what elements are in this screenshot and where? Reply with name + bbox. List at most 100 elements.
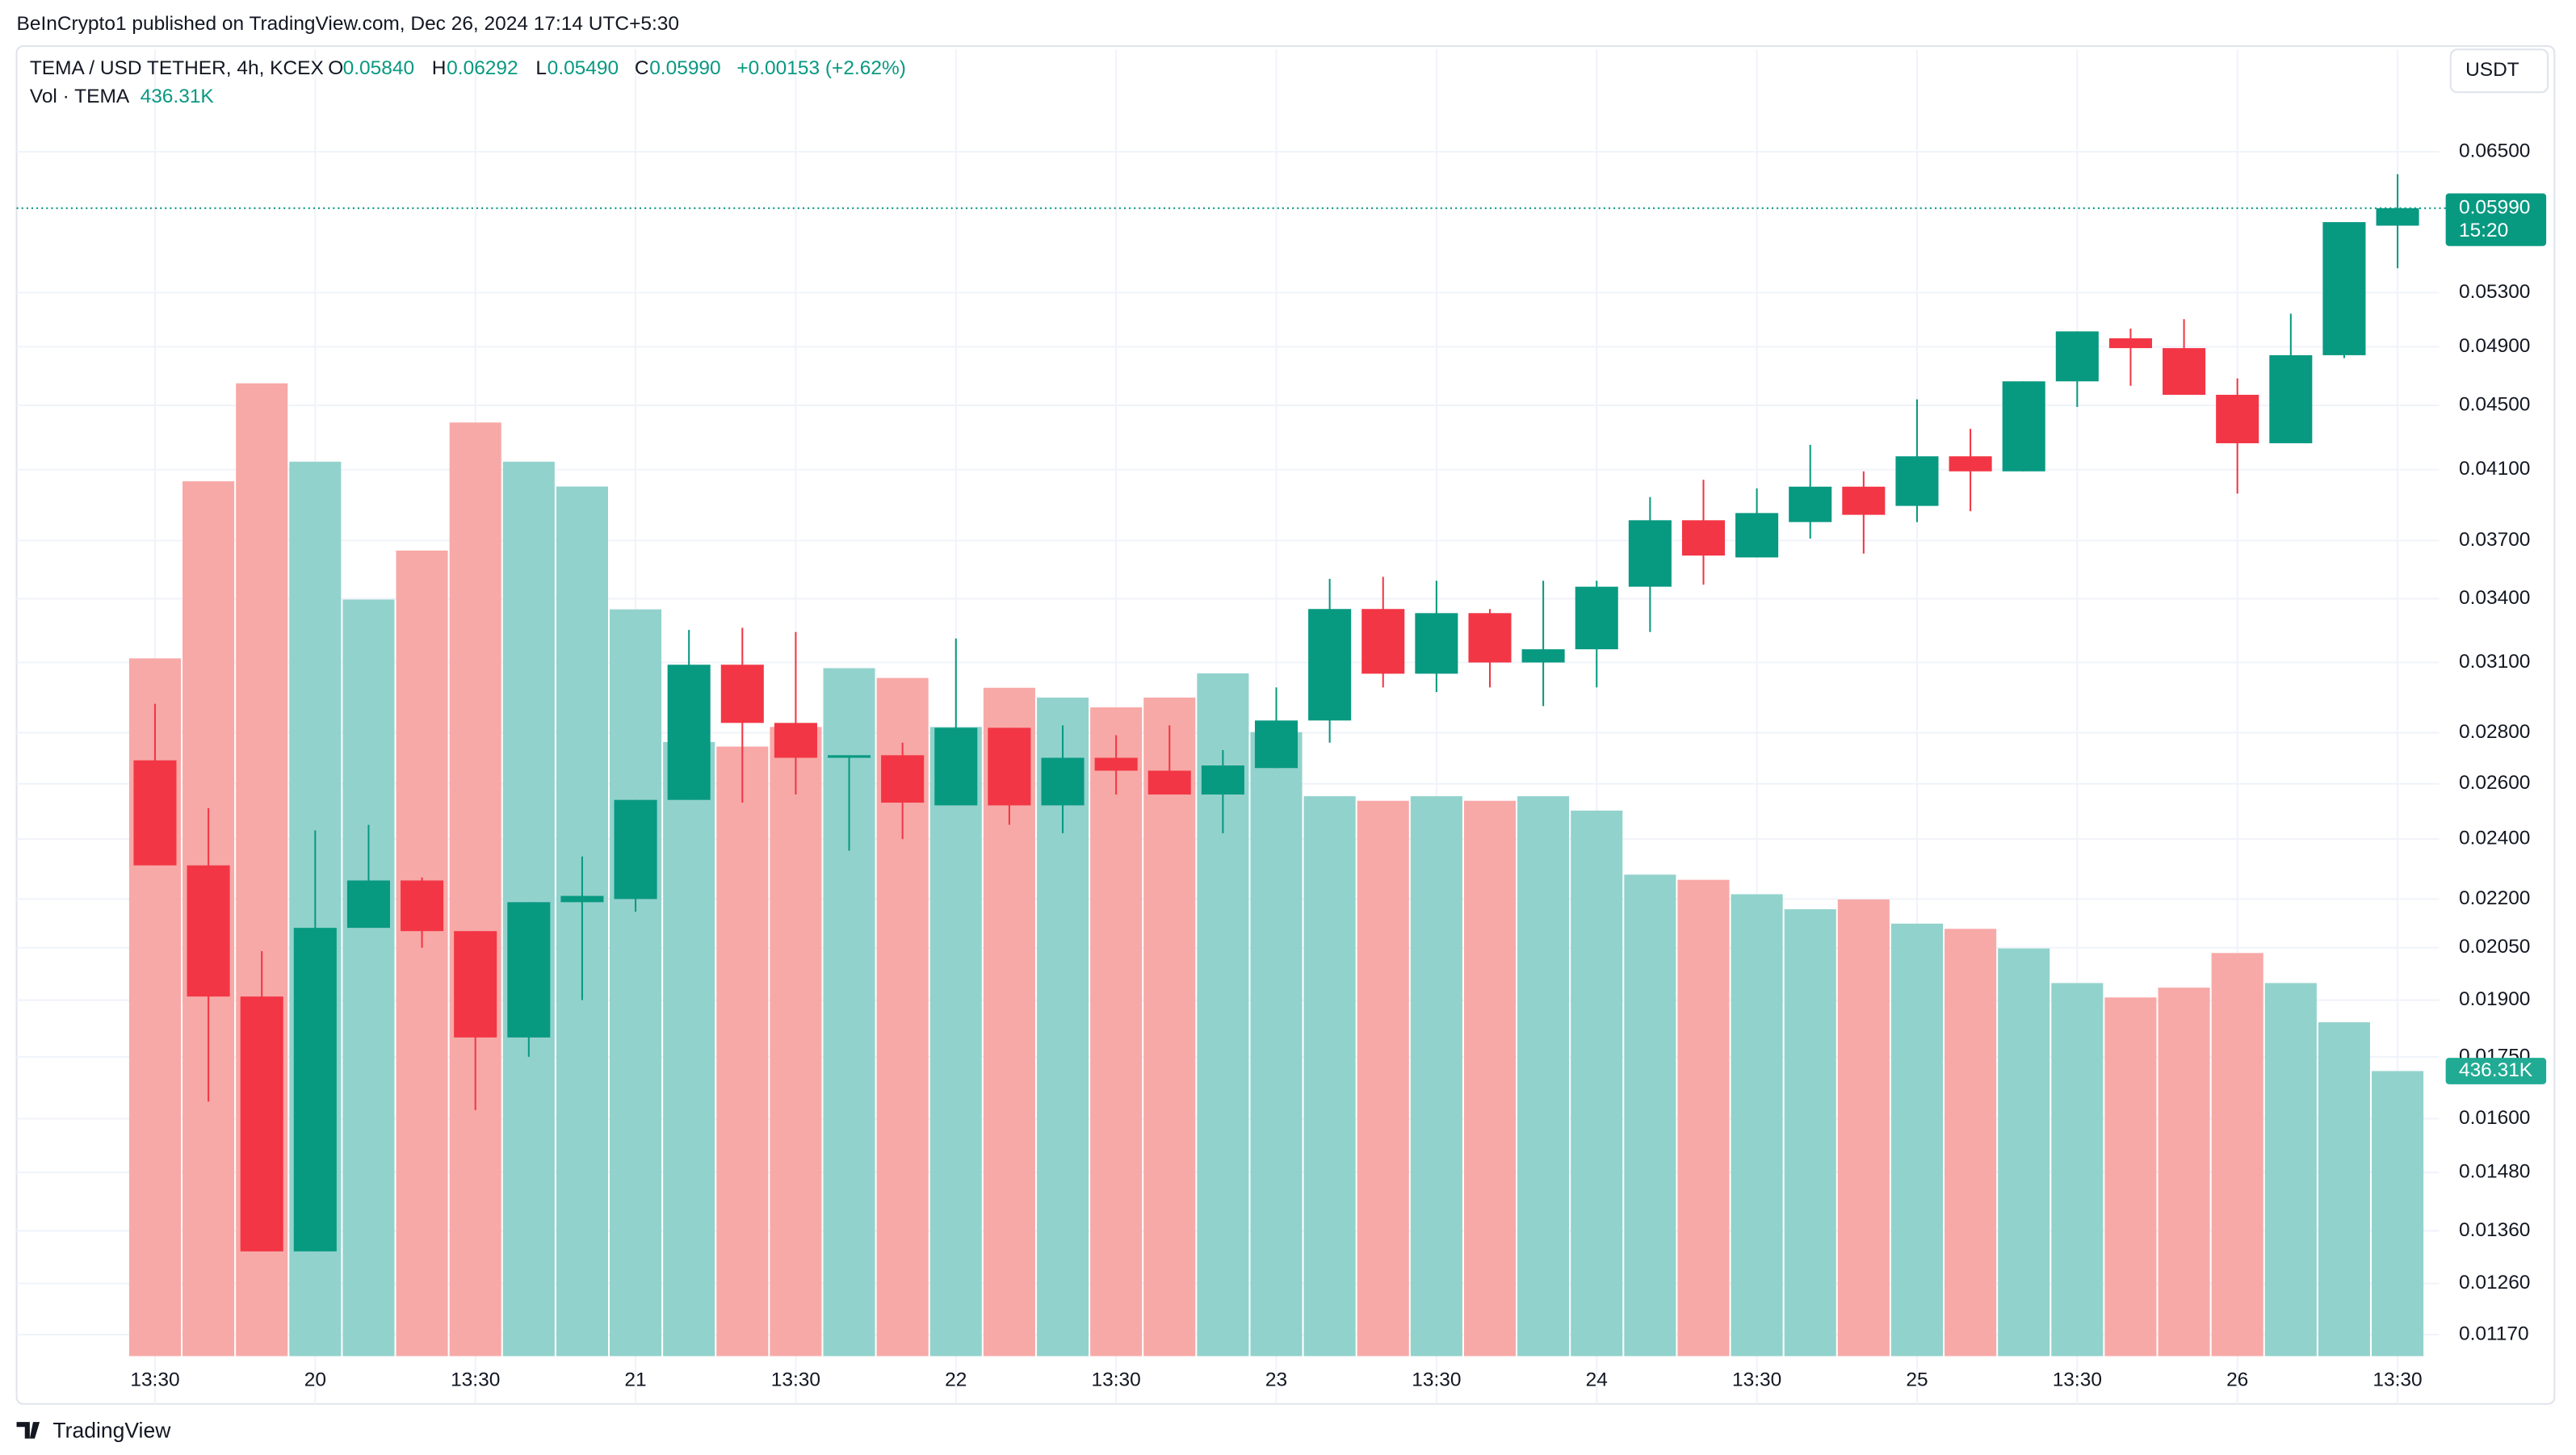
candle-body	[667, 665, 711, 800]
candle-body	[1681, 520, 1726, 556]
candle-body	[828, 755, 871, 758]
y-tick-label: 0.02800	[2459, 721, 2530, 743]
candle-body	[293, 928, 337, 1252]
volume-bar	[2051, 983, 2104, 1356]
candle-body	[1949, 456, 1992, 472]
candle-body	[2376, 208, 2419, 226]
candle-body	[1521, 649, 1565, 663]
last-price-label: 0.05990	[2459, 196, 2530, 218]
x-tick-label: 22	[945, 1369, 967, 1391]
volume-bar	[2211, 953, 2263, 1356]
x-tick-label: 13:30	[1412, 1369, 1461, 1391]
volume-bar	[716, 746, 769, 1356]
published-note: BeInCrypto1 published on TradingView.com…	[17, 13, 679, 35]
candle-body	[1628, 520, 1672, 587]
close-label: C	[635, 57, 649, 79]
candle-body	[507, 902, 551, 1038]
volume-bar	[1837, 899, 1890, 1356]
volume-bar	[1357, 800, 1409, 1356]
volume-bar	[1784, 909, 1836, 1356]
volume-value: 436.31K	[141, 86, 215, 107]
candle-body	[614, 799, 657, 899]
high-value: 0.06292	[447, 57, 518, 79]
x-tick-label: 13:30	[451, 1369, 500, 1391]
volume-bar	[396, 550, 448, 1356]
candle-body	[1201, 765, 1244, 795]
y-tick-label: 0.02400	[2459, 828, 2530, 849]
volume-bar	[1945, 929, 1997, 1356]
candle-body	[2163, 348, 2206, 395]
volume-bar	[1731, 894, 1783, 1356]
candle-body	[2216, 394, 2259, 443]
volume-bar	[1143, 697, 1196, 1356]
symbol: TEMA / USD TETHER, 4h, KCEX	[30, 57, 324, 79]
low-label: L	[535, 57, 547, 79]
candle-body	[2269, 354, 2313, 443]
candle-body	[401, 880, 444, 932]
close-value: 0.05990	[649, 57, 720, 79]
high-label: H	[432, 57, 447, 79]
candle-body	[1094, 757, 1138, 771]
y-tick-label: 0.04100	[2459, 458, 2530, 480]
candle-body	[1468, 613, 1512, 663]
y-tick-label: 0.01360	[2459, 1219, 2530, 1241]
x-tick-label: 13:30	[1732, 1369, 1781, 1391]
candle-body	[1254, 720, 1298, 769]
volume-bar	[1998, 948, 2050, 1356]
candle-body	[1415, 613, 1458, 674]
candle-body	[1575, 586, 1618, 650]
volume-bar	[1463, 800, 1517, 1356]
candle-body	[881, 755, 925, 803]
candle-body	[774, 723, 817, 758]
volume-bar	[1250, 732, 1303, 1356]
y-tick-label: 0.05300	[2459, 281, 2530, 303]
y-tick-label: 0.02200	[2459, 887, 2530, 909]
volume-bar	[770, 727, 822, 1356]
candle-body	[2108, 338, 2152, 349]
candle-body	[133, 760, 177, 866]
candle-body	[1147, 770, 1191, 795]
x-tick-label: 24	[1586, 1369, 1608, 1391]
x-tick-label: 23	[1265, 1369, 1287, 1391]
open-label: O	[328, 57, 343, 79]
candle-body	[240, 996, 283, 1252]
candle-body	[2322, 222, 2366, 355]
volume-bar	[1410, 796, 1462, 1356]
logo-text: TradingView	[52, 1418, 171, 1442]
candle-body	[1041, 757, 1085, 806]
y-tick-label: 0.01260	[2459, 1272, 2530, 1294]
volume-bar	[1090, 707, 1143, 1356]
volume-bar	[1890, 923, 1944, 1356]
x-tick-label: 13:30	[1092, 1369, 1141, 1391]
x-tick-label: 13:30	[2053, 1369, 2102, 1391]
candle-body	[934, 728, 978, 806]
candle-body	[187, 865, 230, 997]
candle-body	[454, 931, 497, 1038]
candle-body	[1735, 513, 1779, 558]
volume-bar	[342, 599, 395, 1356]
volume-bar	[1303, 796, 1356, 1356]
volume-bar	[663, 741, 715, 1356]
y-tick-label: 0.03700	[2459, 529, 2530, 551]
currency[interactable]: USDT	[2465, 59, 2519, 81]
volume-bar	[1624, 874, 1676, 1356]
candle-body	[1361, 609, 1405, 674]
y-tick-label: 0.03400	[2459, 587, 2530, 609]
candle-body	[720, 665, 764, 723]
y-tick-label: 0.01600	[2459, 1107, 2530, 1129]
volume-bar	[1677, 879, 1730, 1356]
volume-value-box	[2445, 1058, 2547, 1084]
volume-bar	[2318, 1022, 2370, 1356]
countdown: 15:20	[2459, 220, 2508, 241]
volume-bar	[1571, 810, 1623, 1356]
candle-body	[1895, 456, 1939, 506]
volume-bar	[929, 727, 982, 1356]
volume-bar	[449, 422, 501, 1356]
candle-body	[346, 880, 390, 929]
y-tick-label: 0.06500	[2459, 140, 2530, 161]
volume-bar	[2372, 1071, 2424, 1356]
candle-body	[560, 895, 604, 903]
currency-button[interactable]	[2449, 48, 2549, 94]
x-tick-label: 13:30	[2373, 1369, 2422, 1391]
